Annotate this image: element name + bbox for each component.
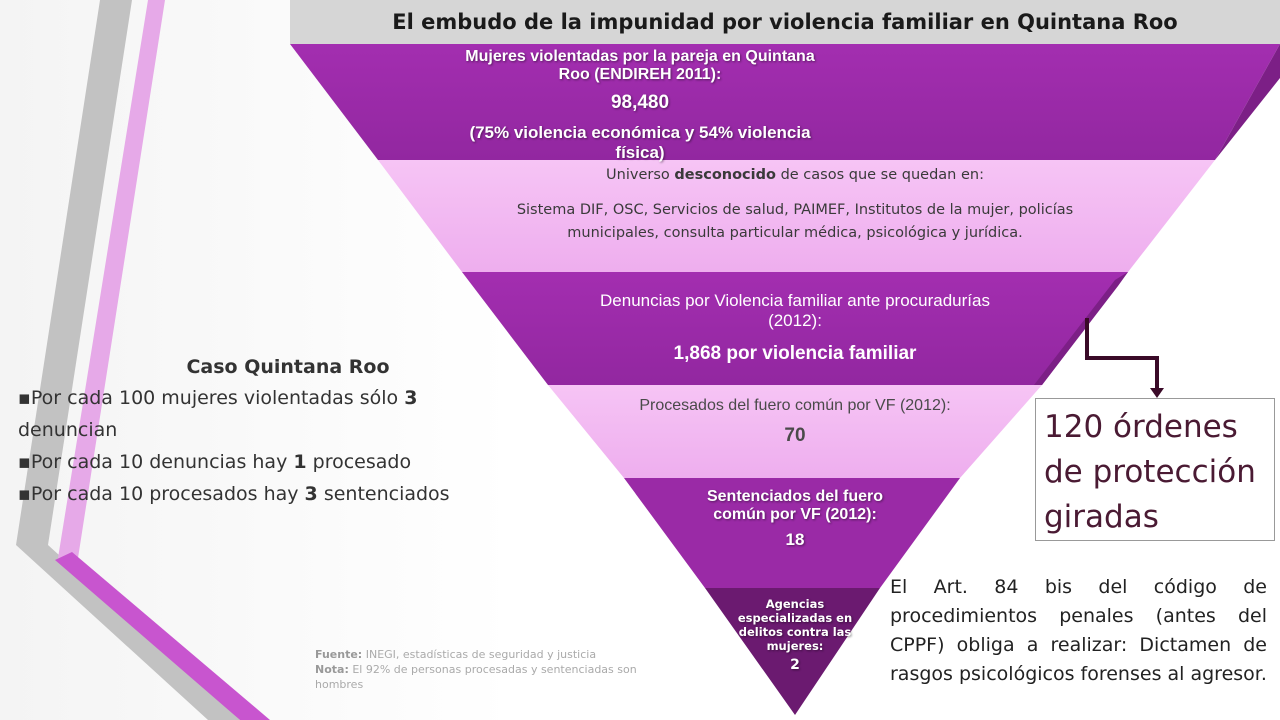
funnel-level-1-text: Mujeres violentadas por la pareja en Qui…: [450, 48, 830, 163]
note-text: El 92% de personas procesadas y sentenci…: [315, 663, 637, 691]
note-line: Nota: El 92% de personas procesadas y se…: [315, 662, 675, 692]
funnel-level-4-text: Procesados del fuero común por VF (2012)…: [630, 396, 960, 447]
funnel-rim-1: [1215, 44, 1280, 160]
list-item: Por cada 100 mujeres violentadas sólo 3 …: [18, 382, 518, 446]
funnel-rim-3: [1034, 272, 1128, 385]
item-number: 1: [293, 451, 307, 473]
funnel-level-6: [705, 588, 880, 715]
funnel-level-5-text: Sentenciados del fuero común por VF (201…: [680, 488, 910, 550]
level5-value: 18: [785, 530, 805, 549]
item-text: procesado: [306, 451, 412, 473]
connector-arrow-line: [1085, 318, 1159, 390]
article-note: El Art. 84 bis del código de procedimien…: [890, 576, 1267, 685]
item-number: 3: [404, 387, 418, 409]
funnel-level-1: [290, 44, 1280, 160]
title-bar: El embudo de la impunidad por violencia …: [290, 0, 1280, 44]
level2-bold: desconocido: [674, 167, 776, 183]
pink-ribbon: [58, 0, 262, 720]
level1-value: 98,480: [610, 92, 670, 113]
item-text: sentenciados: [317, 483, 450, 505]
funnel-level-2-text: Universo desconocido de casos que se que…: [515, 167, 1075, 245]
level4-value: 70: [784, 425, 806, 446]
funnel-level-5: [624, 478, 960, 588]
item-text: Por cada 100 mujeres violentadas sólo: [30, 387, 405, 409]
source-text: INEGI, estadísticas de seguridad y justi…: [362, 648, 597, 661]
level6-title: Agencias especializadas en delitos contr…: [737, 597, 853, 653]
level5-title: Sentenciados del fuero común por VF (201…: [706, 488, 884, 523]
case-list: Por cada 100 mujeres violentadas sólo 3 …: [18, 382, 518, 510]
level2-pre: Universo: [606, 167, 675, 183]
level2-post: de casos que se quedan en:: [775, 167, 984, 183]
source-note: Fuente: INEGI, estadísticas de seguridad…: [315, 647, 675, 692]
list-item: Por cada 10 procesados hay 3 sentenciado…: [18, 478, 518, 510]
item-text: Por cada 10 denuncias hay: [30, 451, 294, 473]
item-number: 3: [304, 483, 318, 505]
source-label: Fuente:: [315, 648, 363, 661]
level2-sub: Sistema DIF, OSC, Servicios de salud, PA…: [516, 202, 1074, 241]
level4-title: Procesados del fuero común por VF (2012)…: [639, 397, 951, 414]
source-line: Fuente: INEGI, estadísticas de seguridad…: [315, 647, 675, 662]
note-label: Nota:: [315, 663, 349, 676]
funnel-level-3-text: Denuncias por Violencia familiar ante pr…: [600, 291, 990, 365]
list-item: Por cada 10 denuncias hay 1 procesado: [18, 446, 518, 478]
page-title: El embudo de la impunidad por violencia …: [392, 10, 1178, 34]
connector-arrow-head: [1150, 388, 1164, 398]
funnel-level-4: [548, 385, 1042, 478]
funnel-level-2: [378, 160, 1215, 272]
level3-value: 1,868 por violencia familiar: [673, 343, 917, 364]
magenta-ribbon: [55, 552, 270, 720]
case-title: Caso Quintana Roo: [186, 356, 390, 378]
protection-orders-box: 120 órdenes de protección giradas: [1035, 398, 1275, 541]
level1-sub: (75% violencia económica y 54% violencia…: [469, 123, 811, 162]
level2-line1: Universo desconocido de casos que se que…: [515, 167, 1075, 183]
case-block: Caso Quintana Roo Por cada 100 mujeres v…: [18, 356, 518, 510]
item-text: Por cada 10 procesados hay: [30, 483, 305, 505]
gray-ribbon: [16, 0, 240, 720]
level6-value: 2: [790, 657, 800, 673]
funnel-level-3: [462, 272, 1128, 385]
level3-title: Denuncias por Violencia familiar ante pr…: [600, 291, 990, 330]
level1-title: Mujeres violentadas por la pareja en Qui…: [465, 48, 815, 83]
funnel-level-6-text: Agencias especializadas en delitos contr…: [720, 597, 870, 673]
item-text: denuncian: [18, 419, 118, 441]
